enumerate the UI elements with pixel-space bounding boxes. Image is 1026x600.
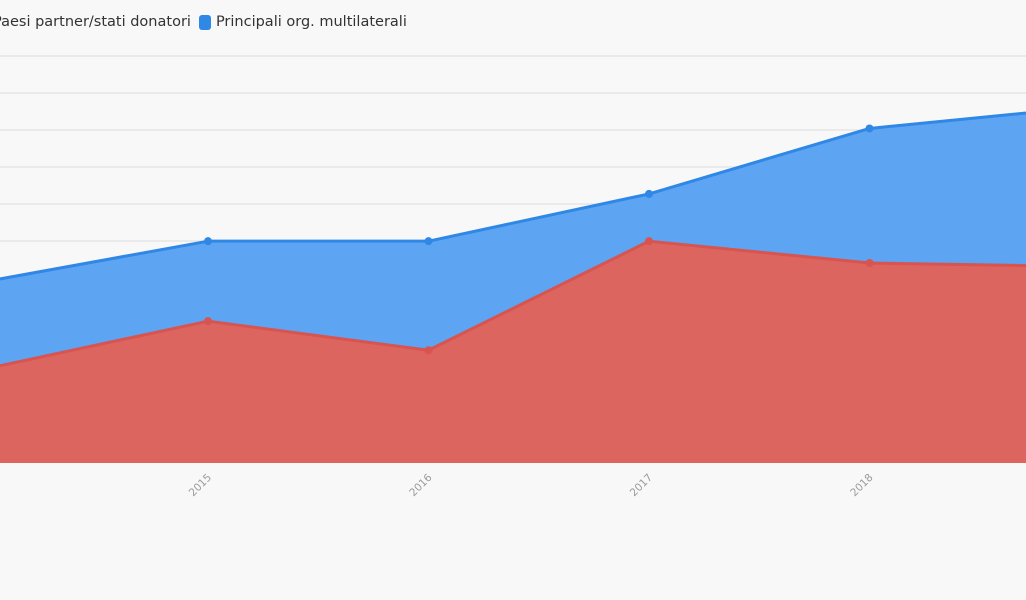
area-multilateral [0,112,1026,366]
point-donors [424,346,433,355]
x-tick-label: 2016 [407,471,435,499]
point-multilateral [424,237,433,246]
x-tick-label: 2015 [187,472,214,499]
x-tick-label: 2018 [848,472,875,499]
line-donors [0,239,1026,368]
legend-label-multilateral: Principali org. multilaterali [215,14,407,30]
point-multilateral [865,124,874,133]
legend-item-donors[interactable]: Paesi partner/stati donatori [0,14,191,30]
point-donors [645,237,653,246]
legend-label-donors: Paesi partner/stati donatori [0,14,191,30]
point-multilateral [204,237,212,246]
x-tick-label: 2017 [628,472,655,499]
chart-legend: Paesi partner/stati donatori Principali … [0,14,407,30]
legend-item-multilateral[interactable]: Principali org. multilaterali [198,14,407,30]
point-donors [865,259,874,267]
point-donors [204,317,212,326]
area-donors [0,241,1026,463]
line-multilateral [0,111,1026,281]
point-multilateral [645,189,653,198]
legend-swatch-multilateral [198,14,211,30]
